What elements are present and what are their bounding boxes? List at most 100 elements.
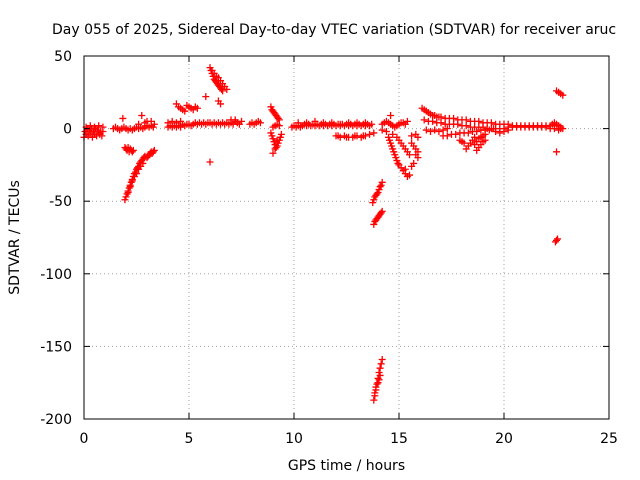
data-point <box>319 119 327 127</box>
data-point <box>91 123 98 131</box>
data-point <box>206 158 214 166</box>
data-point <box>274 114 282 122</box>
data-point <box>149 148 157 156</box>
y-tick-labels: -200 -150 -100 -50 0 50 <box>40 49 72 428</box>
data-point <box>378 207 386 215</box>
data-point <box>377 360 385 368</box>
data-point <box>217 100 224 108</box>
data-point <box>370 396 378 404</box>
data-point <box>454 120 462 128</box>
data-point <box>238 117 245 125</box>
data-point <box>471 133 479 141</box>
data-point <box>138 112 146 120</box>
data-point <box>135 120 143 128</box>
x-tick-label: 10 <box>285 431 303 447</box>
data-point <box>168 117 176 125</box>
data-point <box>124 188 132 196</box>
data-point <box>269 149 277 157</box>
data-point <box>462 122 470 130</box>
data-point <box>373 190 381 198</box>
data-point <box>443 132 451 140</box>
data-point <box>375 376 383 384</box>
data-point <box>273 136 281 144</box>
data-point <box>86 122 94 130</box>
data-point <box>177 117 185 125</box>
data-point <box>311 117 319 125</box>
data-point <box>303 119 311 127</box>
x-axis-title: GPS time / hours <box>288 458 405 474</box>
data-point <box>361 119 369 127</box>
data-point <box>542 123 550 131</box>
data-point <box>414 133 422 141</box>
data-point <box>359 132 367 140</box>
data-point <box>559 91 567 99</box>
axis-ticks <box>83 55 610 420</box>
x-tick-label: 25 <box>600 431 618 447</box>
data-point <box>164 119 172 127</box>
data-point <box>410 159 418 167</box>
data-point <box>422 126 430 134</box>
data-point <box>128 148 136 156</box>
data-point <box>401 165 409 173</box>
data-point <box>370 129 378 137</box>
data-point <box>553 148 560 156</box>
data-point <box>133 170 140 178</box>
data-point <box>557 125 565 133</box>
data-point <box>294 119 302 127</box>
data-point <box>496 129 504 137</box>
data-point <box>277 130 285 138</box>
data-point <box>376 364 384 372</box>
data-point <box>181 107 189 115</box>
data-point <box>378 178 386 186</box>
data-point <box>219 87 227 95</box>
data-point <box>193 104 201 112</box>
data-point <box>408 132 416 140</box>
y-tick-label: -150 <box>40 339 72 355</box>
data-point <box>492 128 500 136</box>
data-point <box>464 129 472 137</box>
data-point <box>553 236 560 244</box>
data-point <box>429 117 437 125</box>
y-tick-label: -200 <box>40 412 72 428</box>
data-point <box>275 122 283 130</box>
data-point <box>500 128 508 136</box>
x-tick-label: 0 <box>80 431 89 447</box>
data-point <box>256 119 264 127</box>
data-point <box>129 146 137 154</box>
data-points <box>80 64 567 404</box>
data-point <box>353 119 361 127</box>
y-axis-title: SDTVAR / TECUs <box>7 180 23 295</box>
data-point <box>128 177 136 185</box>
data-point <box>378 355 386 363</box>
x-tick-label: 15 <box>390 431 408 447</box>
y-tick-label: 50 <box>54 49 72 65</box>
data-point <box>231 116 239 124</box>
data-point <box>172 119 180 127</box>
data-point <box>150 120 158 128</box>
data-point <box>403 117 411 125</box>
data-point <box>473 128 481 136</box>
data-point <box>98 132 106 140</box>
data-point <box>376 183 384 191</box>
data-point <box>394 159 402 167</box>
data-point <box>328 119 336 127</box>
data-point <box>376 371 384 379</box>
data-point <box>406 151 413 159</box>
data-point <box>371 389 379 397</box>
data-point <box>452 130 460 138</box>
data-point <box>271 145 279 153</box>
data-point <box>99 123 107 131</box>
x-tick-label: 5 <box>185 431 194 447</box>
data-point <box>95 122 103 130</box>
y-tick-label: -100 <box>40 267 72 283</box>
data-point <box>139 159 147 167</box>
data-point <box>485 126 493 134</box>
data-point <box>382 128 390 136</box>
data-point <box>389 130 397 138</box>
grid <box>84 56 609 419</box>
x-tick-label: 20 <box>495 431 513 447</box>
data-point <box>504 126 512 134</box>
data-point <box>366 130 374 138</box>
data-point <box>336 120 344 128</box>
